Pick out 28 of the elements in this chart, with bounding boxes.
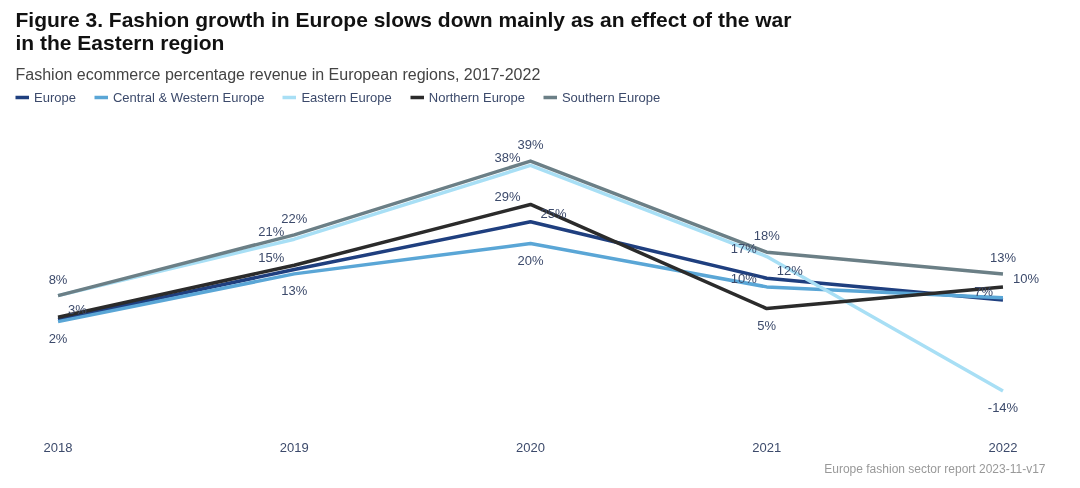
data-label: 17% [730, 241, 758, 257]
data-label: 13% [281, 282, 308, 298]
legend-label: Europe [34, 89, 76, 105]
chart-subtitle: Fashion ecommerce percentage revenue in European regions, 2017-2022 [15, 65, 541, 83]
x-tick-label: 2022 [988, 439, 1018, 455]
text: Europe fashion sector report 2023-11-v17 [824, 461, 1046, 476]
data-label: 20% [517, 252, 544, 268]
x-tick-label: 2018 [43, 439, 73, 455]
data-label: 18% [753, 228, 781, 244]
data-label: 29% [494, 188, 521, 204]
data-label: 5% [757, 317, 777, 333]
legend-label: Eastern Europe [301, 89, 392, 105]
data-label: 8% [48, 271, 68, 287]
data-label: 12% [776, 262, 804, 278]
x-tick-label: 2020 [516, 439, 545, 455]
data-label: 13% [989, 249, 1017, 265]
data-label: 2% [48, 330, 68, 346]
chart-title: Figure 3. Fashion growth in Europe slows down mainly as an effect of the war in the Eastern region [15, 7, 792, 54]
data-label: 15% [258, 249, 285, 265]
legend-label: Southern Europe [561, 89, 661, 105]
legend-label: Central & Western Europe [112, 89, 265, 105]
legend-label: Northern Europe [428, 89, 525, 105]
data-label: 21% [258, 223, 285, 239]
x-tick-label: 2021 [752, 439, 782, 455]
data-label: 10% [1012, 271, 1040, 287]
data-label: -14% [987, 400, 1019, 416]
x-tick-label: 2019 [279, 439, 309, 455]
data-label: 22% [281, 210, 308, 226]
